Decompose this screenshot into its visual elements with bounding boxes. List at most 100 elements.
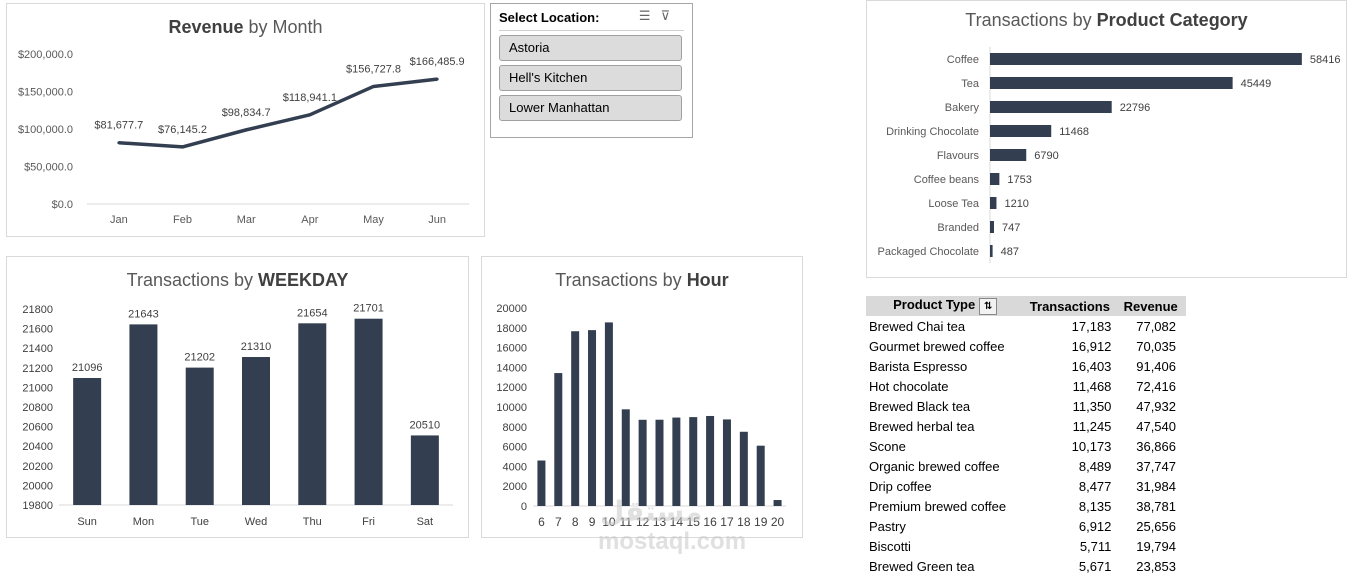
x-tick-label: 7 — [555, 515, 562, 529]
revenue-cell: 37,747 — [1136, 458, 1176, 474]
data-label: $98,834.7 — [222, 107, 271, 119]
table-row: Brewed Green tea 5,671 23,853 — [866, 556, 1186, 576]
bar — [990, 149, 1027, 161]
slicer-header: Select Location: — [499, 10, 600, 25]
slicer-icons: ☰⊽ — [639, 8, 680, 24]
transactions-cell: 11,350 — [1072, 398, 1112, 414]
bar — [554, 373, 563, 506]
bar — [990, 173, 1000, 185]
y-tick-label: 20200 — [22, 461, 53, 473]
y-tick-label: 21800 — [22, 304, 53, 316]
x-tick-label: Jun — [428, 214, 446, 226]
bar — [739, 431, 748, 506]
header-revenue: Revenue — [1115, 296, 1186, 316]
bar — [129, 324, 158, 505]
table-row: Pastry 6,912 25,656 — [866, 516, 1186, 536]
transactions-cell: 8,489 — [1078, 458, 1112, 474]
data-point — [372, 84, 375, 88]
data-label: 747 — [1002, 222, 1020, 234]
weekday-chart-panel: Transactions by WEEKDAY 19800 20000 20200 2… — [6, 256, 469, 538]
slicer-item-hells-kitchen[interactable]: Hell's Kitchen — [499, 65, 682, 91]
hour-chart-title: Transactions by Hour — [555, 270, 729, 290]
y-tick-label: $100,000.0 — [18, 124, 73, 136]
filter-dropdown-icon[interactable]: ⇅ — [979, 297, 998, 315]
table-row: Premium brewed coffee 8,135 38,781 — [866, 496, 1186, 516]
revenue-cell: 36,866 — [1136, 438, 1176, 454]
data-label: 21643 — [128, 308, 159, 320]
y-tick-label: 2000 — [503, 481, 527, 493]
location-slicer[interactable]: Select Location: ☰⊽ Astoria Hell's Kitch… — [490, 3, 693, 138]
revenue-cell: 38,781 — [1136, 498, 1176, 514]
slicer-item-astoria[interactable]: Astoria — [499, 35, 682, 61]
hour-chart-panel: Transactions by Hour 0 2000 4000 6000 8000 10… — [481, 256, 803, 538]
product-type-cell: Biscotti — [869, 538, 911, 554]
x-tick-label: Sun — [77, 516, 97, 528]
product-type-pivot: Product Type ⇅ Transactions Revenue Brewe… — [866, 296, 1186, 576]
data-label: $76,145.2 — [158, 124, 207, 136]
product-type-cell: Brewed Green tea — [869, 558, 975, 574]
bar — [298, 323, 327, 505]
product-type-cell: Hot chocolate — [869, 378, 949, 394]
product-type-cell: Brewed Chai tea — [869, 318, 966, 334]
table-row: Drip coffee 8,477 31,984 — [866, 476, 1186, 496]
data-label: 1753 — [1007, 174, 1031, 186]
y-tick-label: 6000 — [503, 442, 527, 454]
y-tick-label: Loose Tea — [928, 198, 979, 210]
bar — [689, 417, 698, 506]
weekday-chart-title: Transactions by WEEKDAY — [126, 270, 349, 290]
y-tick-label: 21200 — [22, 363, 53, 375]
bar — [706, 415, 715, 506]
hour-bar-chart: 0 2000 4000 6000 8000 10000 12000 14000 16000 180… — [496, 303, 786, 529]
bar — [672, 417, 681, 506]
y-tick-label: 20800 — [22, 402, 53, 414]
x-tick-label: Wed — [245, 516, 267, 528]
x-tick-label: 18 — [737, 515, 751, 529]
header-transactions: Transactions — [1024, 296, 1116, 316]
y-tick-label: 21400 — [22, 343, 53, 355]
y-tick-label: Coffee beans — [914, 174, 980, 186]
product-type-cell: Scone — [869, 438, 906, 454]
pivot-table: Product Type ⇅ Transactions Revenue Brewe… — [866, 296, 1186, 576]
table-row: Organic brewed coffee 8,489 37,747 — [866, 456, 1186, 476]
x-tick-label: 20 — [771, 515, 785, 529]
y-tick-label: Tea — [961, 78, 980, 90]
revenue-line-chart: $0.0 $50,000.0 $100,000.0 $150,000.0 $200,00… — [18, 49, 469, 226]
transactions-cell: 16,912 — [1071, 338, 1112, 354]
transactions-cell: 17,183 — [1071, 318, 1112, 334]
bar — [990, 101, 1112, 113]
data-label: $166,485.9 — [410, 56, 465, 68]
transactions-cell: 11,468 — [1072, 378, 1112, 394]
y-tick-label: 0 — [521, 501, 527, 513]
transactions-cell: 5,711 — [1079, 538, 1112, 554]
category-bar-chart: 58416 Coffee 45449 Tea 22796 Bakery 11468 Drink… — [877, 47, 1340, 263]
clear-filter-icon[interactable]: ⊽ — [660, 8, 680, 23]
bar — [537, 460, 546, 506]
product-type-cell: Drip coffee — [869, 478, 932, 494]
multi-select-icon[interactable]: ☰ — [638, 8, 661, 23]
x-tick-label: 14 — [670, 515, 684, 529]
bar — [990, 53, 1302, 65]
revenue-cell: 31,984 — [1136, 478, 1176, 494]
bar — [990, 77, 1233, 89]
y-tick-label: 18000 — [496, 323, 527, 335]
bar — [655, 419, 664, 506]
y-tick-label: 8000 — [503, 422, 527, 434]
slicer-item-lower-manhattan[interactable]: Lower Manhattan — [499, 95, 682, 121]
data-label: $156,727.8 — [346, 63, 401, 75]
y-tick-label: $0.0 — [52, 199, 73, 211]
bar — [588, 330, 597, 506]
y-tick-label: 20600 — [22, 422, 53, 434]
bar — [990, 245, 993, 257]
data-label: 6790 — [1034, 150, 1058, 162]
product-type-cell: Brewed herbal tea — [869, 418, 975, 434]
watermark-arabic: مستقل — [600, 496, 703, 527]
transactions-cell: 8,135 — [1078, 498, 1112, 514]
x-tick-label: 10 — [602, 515, 616, 529]
x-tick-label: May — [363, 214, 384, 226]
x-tick-label: 17 — [720, 515, 734, 529]
table-row: Brewed Black tea 11,350 47,932 — [866, 396, 1186, 416]
product-type-cell: Organic brewed coffee — [869, 458, 1000, 474]
revenue-cell: 25,656 — [1136, 518, 1176, 534]
y-tick-label: 19800 — [22, 500, 53, 512]
x-tick-label: Fri — [362, 516, 375, 528]
